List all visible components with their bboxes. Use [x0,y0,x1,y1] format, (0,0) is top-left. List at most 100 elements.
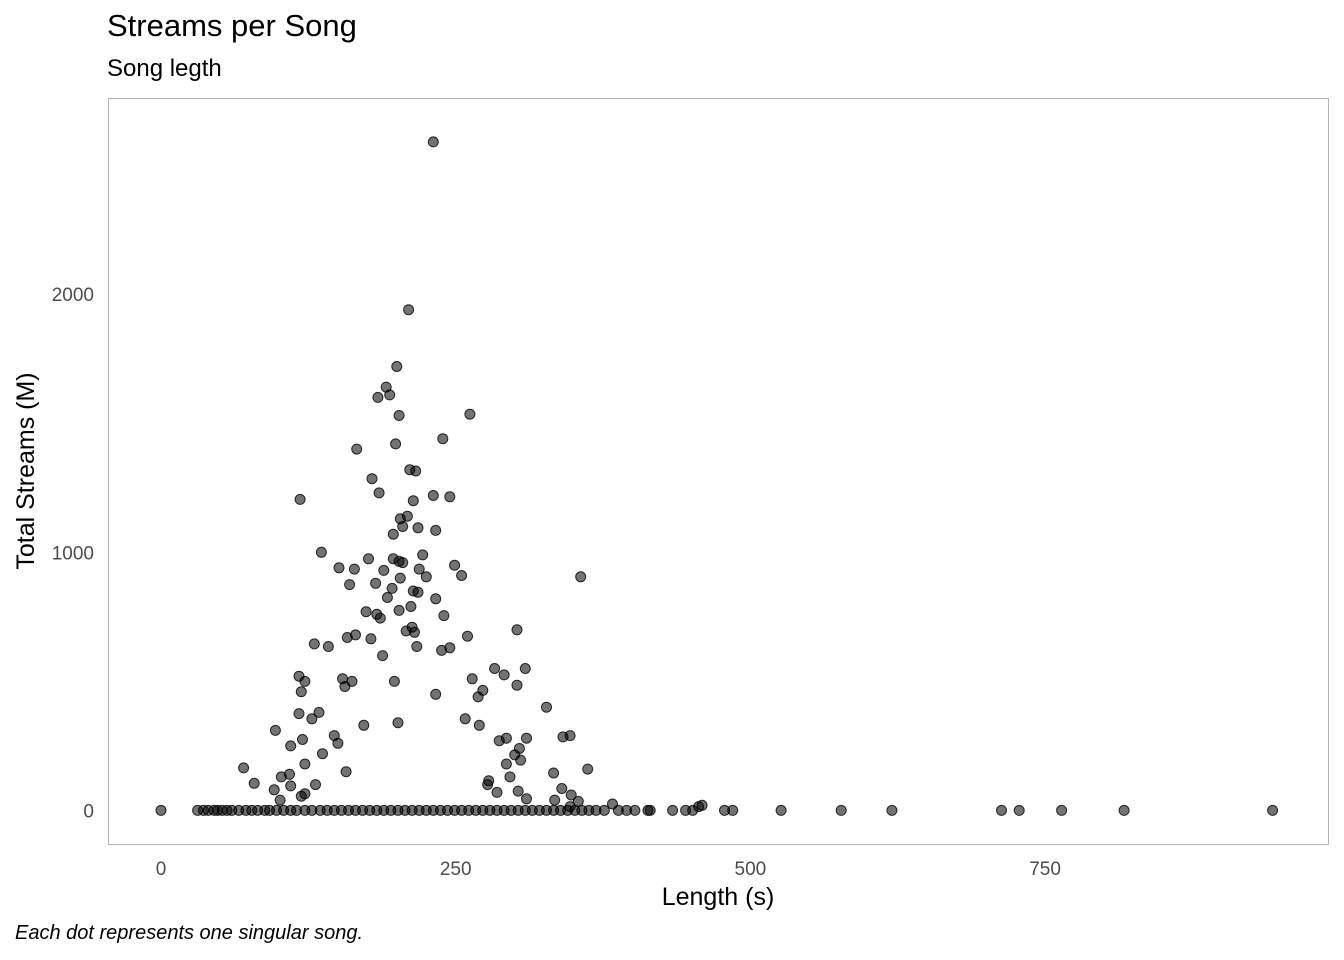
data-point [412,586,424,598]
data-point [473,719,485,731]
y-tick-label: 1000 [52,543,94,564]
data-point [430,593,442,605]
data-point [575,571,587,583]
data-point [667,804,679,816]
data-point [519,663,531,674]
data-point [308,638,320,650]
data-point [317,748,328,760]
data-point [285,740,297,752]
data-point [462,630,473,642]
plot-panel-border [108,98,1329,845]
data-point [437,433,449,445]
data-point [430,688,442,700]
data-point [386,582,398,594]
data-point [299,675,311,687]
data-point [886,804,898,816]
data-point [310,779,321,791]
data-point [410,465,422,477]
data-point [275,771,287,783]
data-point [466,673,478,685]
y-tick-label: 2000 [52,285,94,306]
data-point [511,679,523,691]
data-point [238,762,250,774]
data-point [322,641,334,652]
data-point [315,546,327,558]
data-point [358,719,370,731]
data-point [387,528,399,540]
data-point [348,563,360,575]
y-axis-ticks: 0 1000 2000 [52,285,94,822]
data-point [294,493,306,505]
data-point [378,564,390,576]
data-point [456,570,468,581]
data-point [391,361,403,372]
x-tick-label: 750 [1029,859,1061,880]
data-point [438,610,450,622]
data-point [363,553,374,565]
data-point [393,410,405,421]
data-point [996,804,1007,816]
data-point [515,754,527,766]
data-point [557,731,569,743]
data-point [582,763,594,775]
data-point [297,734,308,745]
data-point [384,389,396,401]
data-point [512,785,524,797]
data-point [1267,804,1279,816]
data-point [556,783,568,794]
data-point [644,804,656,816]
data-point [1013,804,1025,816]
data-point [377,650,389,662]
data-point [775,804,787,816]
chart-caption: Each dot represents one singular song. [15,922,363,944]
y-axis-title: Total Streams (M) [12,372,40,569]
data-point [340,766,352,778]
data-point [339,681,351,692]
x-axis-ticks: 0 250 500 750 [156,859,1061,880]
data-point [388,675,400,687]
data-point [449,559,461,571]
data-point [1118,804,1130,816]
points-layer [155,136,1279,816]
data-point [405,601,417,612]
data-point [274,794,286,806]
data-point [687,804,699,816]
data-point [333,562,345,574]
data-point [366,473,378,485]
data-point [521,732,532,744]
data-point [511,624,523,636]
data-point [370,577,382,589]
data-point [365,633,377,645]
data-point [412,522,424,534]
data-point [299,758,311,770]
data-point [417,549,429,561]
data-point [504,771,516,783]
data-point [430,524,442,536]
data-point [409,626,420,638]
data-point [491,786,503,798]
data-point [341,632,353,643]
x-tick-label: 0 [156,859,167,880]
data-point [397,557,409,569]
data-point [397,521,409,532]
data-point [332,737,344,749]
data-point [295,790,307,802]
data-point [373,487,385,499]
data-point [393,604,405,616]
data-point [268,784,280,796]
data-point [472,691,484,703]
data-point [392,717,404,729]
x-axis-title: Length (s) [662,883,775,911]
x-tick-label: 250 [440,859,472,880]
data-point [411,641,423,652]
chart-subtitle: Song legth [107,55,222,82]
data-point [436,644,448,656]
data-point [407,495,419,507]
data-point [548,767,560,779]
data-point [381,592,393,603]
data-point [285,780,297,792]
data-point [482,779,494,791]
data-point [1056,804,1068,816]
data-point [293,708,305,720]
